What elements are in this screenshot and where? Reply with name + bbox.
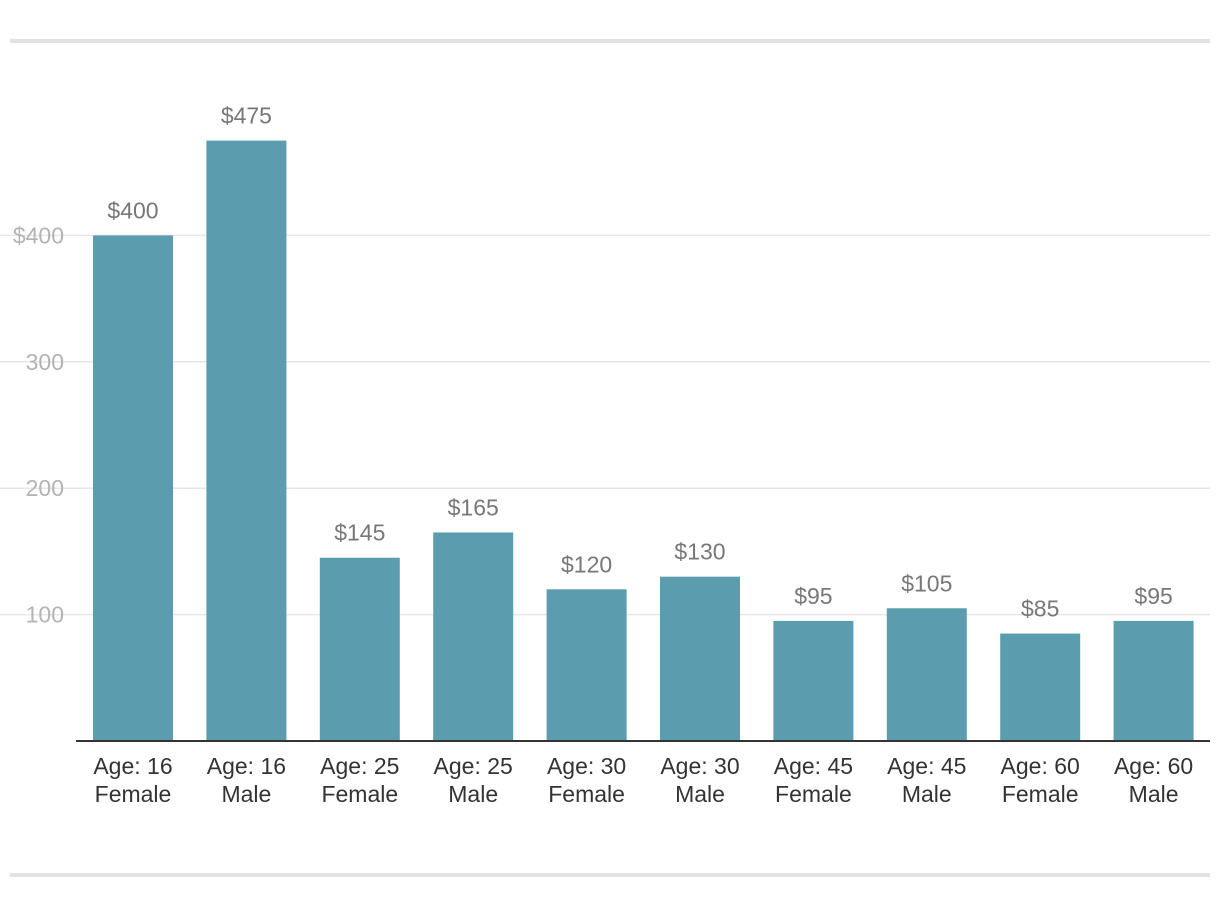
bar bbox=[433, 532, 514, 741]
x-tick-label: Female bbox=[1002, 781, 1079, 807]
bar bbox=[93, 235, 173, 741]
x-tick-label: Female bbox=[321, 781, 398, 807]
x-tick-label: Male bbox=[1129, 781, 1179, 807]
bar bbox=[1113, 620, 1194, 741]
x-tick-label: Age: 16 bbox=[207, 753, 286, 779]
y-tick-label: 300 bbox=[26, 349, 64, 375]
data-label: $95 bbox=[794, 583, 832, 609]
x-tick-label: Female bbox=[95, 781, 172, 807]
x-tick-label: Age: 45 bbox=[887, 753, 966, 779]
x-tick-label: Male bbox=[902, 781, 952, 807]
bars bbox=[93, 140, 1194, 742]
bar bbox=[660, 576, 740, 741]
data-label: $400 bbox=[107, 197, 158, 223]
x-tick-label: Female bbox=[775, 781, 852, 807]
x-tick-label: Male bbox=[221, 781, 271, 807]
x-tick-label: Age: 45 bbox=[774, 753, 853, 779]
x-tick-label: Male bbox=[675, 781, 725, 807]
top-divider bbox=[10, 39, 1210, 43]
bar bbox=[546, 589, 627, 741]
data-label: $475 bbox=[221, 103, 272, 129]
x-tick-label: Age: 30 bbox=[660, 753, 739, 779]
x-tick-label: Age: 30 bbox=[547, 753, 626, 779]
data-label: $95 bbox=[1134, 583, 1172, 609]
y-axis-ticks: 100 200 300 $400 bbox=[13, 222, 64, 627]
data-label: $130 bbox=[674, 539, 725, 565]
bar bbox=[886, 608, 967, 741]
data-label: $165 bbox=[448, 494, 499, 520]
x-tick-label: Male bbox=[448, 781, 498, 807]
x-tick-label: Age: 60 bbox=[1114, 753, 1193, 779]
y-tick-label: 100 bbox=[26, 602, 64, 628]
bar bbox=[206, 140, 287, 742]
x-tick-label: Age: 60 bbox=[1001, 753, 1080, 779]
x-tick-label: Female bbox=[548, 781, 625, 807]
data-label: $85 bbox=[1021, 596, 1059, 622]
bar bbox=[1000, 633, 1081, 741]
data-label: $145 bbox=[334, 520, 385, 546]
x-tick-label: Age: 16 bbox=[93, 753, 172, 779]
x-tick-label: Age: 25 bbox=[434, 753, 513, 779]
x-tick-label: Age: 25 bbox=[320, 753, 399, 779]
data-label: $105 bbox=[901, 570, 952, 596]
y-tick-label: $400 bbox=[13, 222, 64, 248]
data-label: $120 bbox=[561, 551, 612, 577]
bar bbox=[319, 557, 400, 741]
y-tick-label: 200 bbox=[26, 475, 64, 501]
data-labels: $400 $475 $145 $165 $120 $130 $95 $105 $85 $95 bbox=[107, 103, 1172, 622]
bar bbox=[773, 620, 854, 741]
bottom-divider bbox=[10, 873, 1210, 877]
